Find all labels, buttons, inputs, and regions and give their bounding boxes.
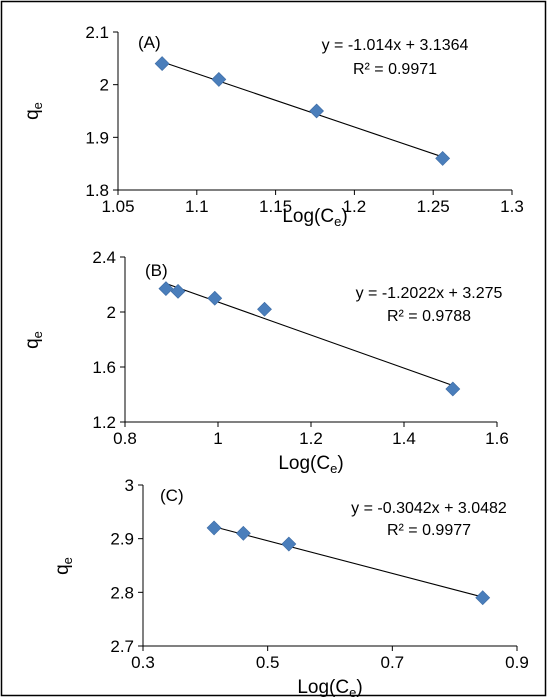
y-tick-label: 1.6 — [92, 358, 116, 377]
y-tick-label: 2.7 — [110, 637, 134, 656]
data-point — [281, 536, 297, 552]
data-point — [257, 301, 272, 317]
panel-label: (B) — [145, 261, 168, 280]
panel-label: (C) — [160, 486, 184, 505]
data-point — [206, 520, 222, 536]
y-tick-label: 2 — [107, 303, 116, 322]
x-tick-label: 1.05 — [101, 197, 134, 216]
x-axis-title-close: ) — [341, 206, 347, 227]
x-tick-label: 1.4 — [392, 429, 416, 448]
x-axis-title-main: Log(C — [297, 677, 349, 698]
trendline — [161, 61, 443, 158]
x-axis-title-subscript: e — [349, 685, 356, 698]
trendline-equation: y = -0.3042x + 3.0482 — [351, 500, 507, 517]
data-point — [435, 150, 451, 166]
trendline — [213, 526, 483, 598]
data-point — [309, 103, 325, 119]
x-axis-title-close: ) — [337, 453, 343, 474]
y-tick-label: 2 — [100, 76, 109, 95]
y-tick-label: 2.4 — [92, 248, 116, 267]
y-tick-label: 1.8 — [85, 181, 109, 200]
x-axis-title-subscript: e — [334, 214, 341, 229]
x-axis-title: Log(Ce) — [297, 677, 362, 698]
x-tick-label: 1.1 — [185, 197, 209, 216]
data-point — [207, 290, 223, 306]
trendline-equation: y = -1.2022x + 3.275 — [356, 285, 503, 302]
chart-panel-c: 2.7 2.8 2.9 3 0.3 0.5 0.7 0.9 (C) y = -0.3042x + … — [52, 476, 529, 698]
r-squared-label: R² = 0.9977 — [387, 522, 471, 539]
x-tick-label: 0.8 — [113, 429, 137, 448]
x-tick-label: 1.3 — [500, 197, 524, 216]
y-axis-title-subscript: e — [30, 331, 45, 338]
x-axis-title: Log(Ce) — [278, 453, 343, 476]
y-tick-label: 2.8 — [110, 583, 134, 602]
x-tick-label: 0.9 — [505, 653, 529, 672]
y-tick-label: 3 — [125, 476, 134, 495]
chart-panel-b: 1.2 1.6 2 2.4 0.8 1 1.2 1.4 1.6 (B) y = -1.2022x +… — [22, 248, 509, 476]
r-squared-label: R² = 0.9971 — [353, 61, 437, 78]
trendline-equation: y = -1.014x + 3.1364 — [322, 37, 469, 54]
y-tick-label: 2.9 — [110, 530, 134, 549]
x-axis-title: Log(Ce) — [282, 206, 347, 229]
data-point — [211, 71, 227, 87]
y-tick-label: 1.2 — [92, 413, 116, 432]
x-tick-label: 0.5 — [256, 653, 280, 672]
x-tick-label: 1.2 — [343, 197, 367, 216]
chart-panel-a: 1.8 1.9 2 2.1 1.05 1.1 1.15 1.2 1.25 1.3 (A) y = -1… — [22, 23, 524, 229]
y-tick-label: 1.9 — [85, 128, 109, 147]
x-tick-label: 0.3 — [131, 653, 155, 672]
x-tick-label: 1.6 — [485, 429, 509, 448]
y-axis-title-main: q — [52, 564, 73, 575]
x-axis-title-close: ) — [356, 677, 362, 698]
x-tick-label: 1 — [213, 429, 222, 448]
y-tick-label: 2.1 — [85, 23, 109, 42]
y-axis-title-subscript: e — [30, 102, 45, 109]
r-squared-label: R² = 0.9788 — [387, 308, 471, 325]
x-axis-title-main: Log(C — [282, 206, 334, 227]
panel-label: (A) — [138, 33, 161, 52]
x-tick-label: 1.25 — [417, 197, 450, 216]
x-tick-label: 1.2 — [299, 429, 323, 448]
data-point — [445, 381, 461, 397]
y-axis-title: qe — [22, 102, 45, 120]
x-tick-label: 0.7 — [381, 653, 405, 672]
y-axis-title-subscript: e — [60, 557, 75, 564]
y-axis-title: qe — [22, 331, 45, 349]
x-axis-title-subscript: e — [330, 461, 337, 476]
data-point — [235, 525, 251, 541]
data-point — [158, 281, 174, 297]
y-axis-title-main: q — [22, 109, 43, 120]
data-point — [154, 56, 170, 72]
data-point — [475, 590, 491, 606]
y-axis-title-main: q — [22, 338, 43, 349]
data-point — [170, 283, 186, 299]
x-axis-title-main: Log(C — [278, 453, 330, 474]
x-tick-label: 1.15 — [259, 197, 292, 216]
y-axis-title: qe — [52, 557, 75, 575]
